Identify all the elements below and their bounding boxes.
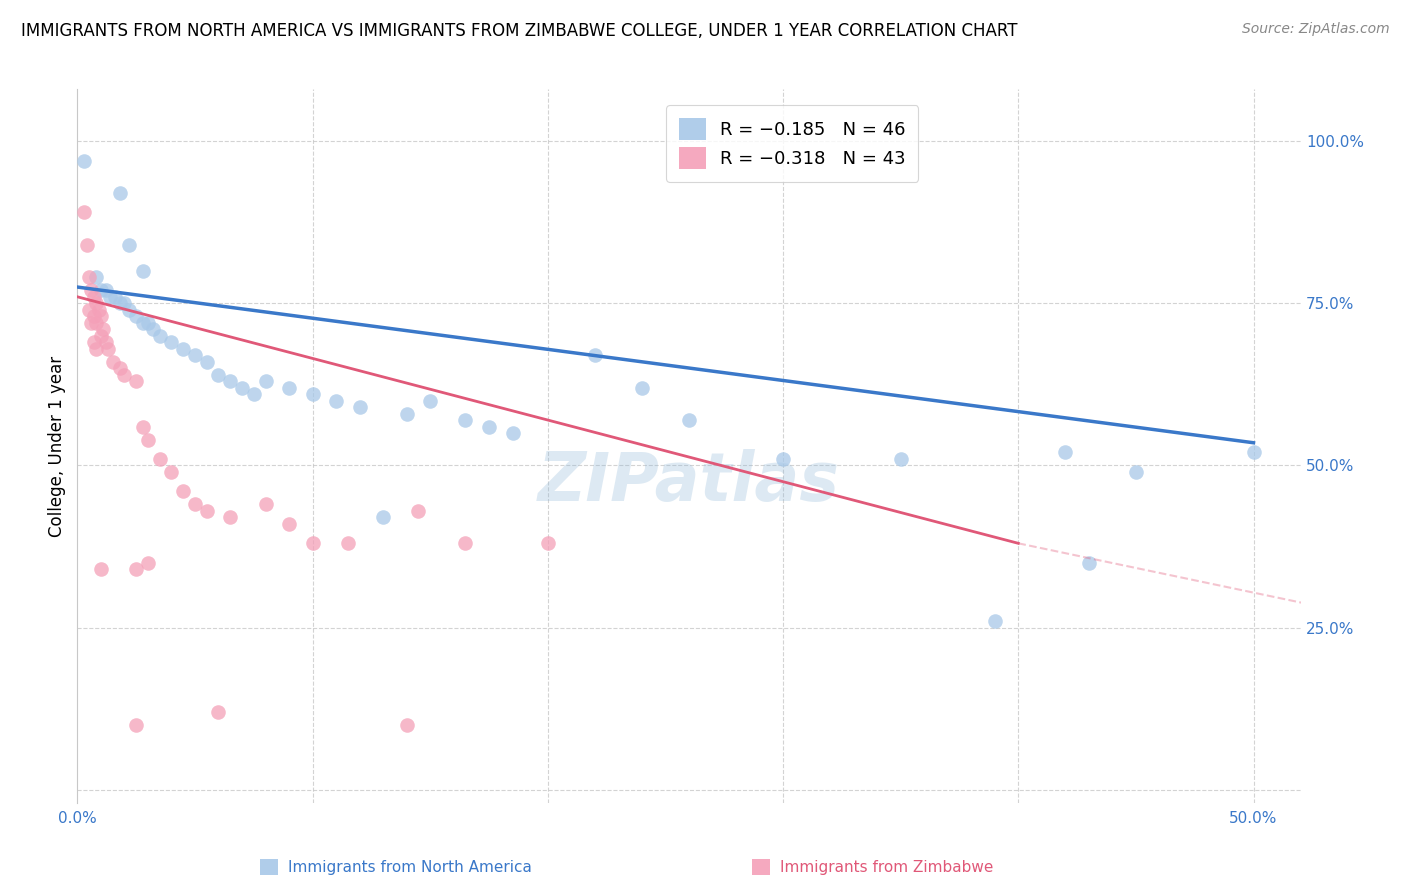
- Point: [631, 381, 654, 395]
- Point: [125, 718, 148, 732]
- Y-axis label: College, Under 1 year: College, Under 1 year: [48, 355, 66, 537]
- Point: [101, 354, 124, 368]
- Point: [76, 238, 98, 252]
- Point: [90, 562, 112, 576]
- Point: [395, 718, 418, 732]
- Point: [219, 510, 242, 524]
- Point: [301, 387, 323, 401]
- Text: Source: ZipAtlas.com: Source: ZipAtlas.com: [1241, 22, 1389, 37]
- Point: [98, 290, 121, 304]
- Point: [132, 316, 155, 330]
- Point: [172, 484, 194, 499]
- Point: [77, 270, 100, 285]
- Point: [80, 316, 103, 330]
- Point: [184, 348, 207, 362]
- Point: [984, 614, 1007, 628]
- Point: [395, 407, 418, 421]
- Point: [132, 419, 155, 434]
- Point: [80, 283, 103, 297]
- Text: IMMIGRANTS FROM NORTH AMERICA VS IMMIGRANTS FROM ZIMBABWE COLLEGE, UNDER 1 YEAR : IMMIGRANTS FROM NORTH AMERICA VS IMMIGRA…: [21, 22, 1018, 40]
- Point: [278, 516, 301, 531]
- Text: ZIPatlas: ZIPatlas: [538, 449, 839, 515]
- Text: Immigrants from Zimbabwe: Immigrants from Zimbabwe: [780, 860, 994, 874]
- Point: [419, 393, 441, 408]
- Point: [136, 556, 159, 570]
- Point: [132, 264, 155, 278]
- Point: [278, 381, 301, 395]
- Point: [142, 322, 165, 336]
- Point: [94, 283, 117, 297]
- Point: [219, 374, 242, 388]
- Point: [83, 290, 105, 304]
- Point: [1125, 465, 1147, 479]
- Point: [90, 283, 112, 297]
- Point: [336, 536, 359, 550]
- Point: [160, 335, 183, 350]
- Point: [583, 348, 606, 362]
- Point: [478, 419, 501, 434]
- Point: [94, 335, 117, 350]
- Point: [136, 316, 159, 330]
- Point: [73, 153, 96, 168]
- Point: [90, 328, 112, 343]
- Point: [1054, 445, 1077, 459]
- Point: [149, 452, 172, 467]
- Point: [136, 433, 159, 447]
- Point: [104, 290, 127, 304]
- Legend: R = −0.185   N = 46, R = −0.318   N = 43: R = −0.185 N = 46, R = −0.318 N = 43: [666, 105, 918, 182]
- Point: [1077, 556, 1099, 570]
- Text: Immigrants from North America: Immigrants from North America: [288, 860, 531, 874]
- Point: [772, 452, 794, 467]
- Point: [325, 393, 347, 408]
- Point: [371, 510, 394, 524]
- Point: [118, 238, 141, 252]
- Point: [84, 270, 107, 285]
- Point: [77, 302, 100, 317]
- Point: [195, 504, 218, 518]
- Point: [125, 374, 148, 388]
- Point: [90, 310, 112, 324]
- Point: [84, 316, 107, 330]
- Point: [172, 342, 194, 356]
- Point: [301, 536, 323, 550]
- Point: [454, 413, 477, 427]
- Point: [231, 381, 253, 395]
- Point: [108, 361, 131, 376]
- Point: [207, 368, 229, 382]
- Point: [125, 310, 148, 324]
- Point: [207, 705, 229, 719]
- Point: [349, 400, 371, 414]
- Point: [454, 536, 477, 550]
- Point: [112, 296, 135, 310]
- Point: [73, 205, 96, 219]
- Point: [118, 302, 141, 317]
- Point: [890, 452, 912, 467]
- Point: [254, 497, 277, 511]
- Point: [408, 504, 430, 518]
- Point: [91, 322, 114, 336]
- Point: [112, 368, 135, 382]
- Point: [184, 497, 207, 511]
- Point: [83, 310, 105, 324]
- Point: [97, 342, 120, 356]
- Point: [242, 387, 264, 401]
- Point: [149, 328, 172, 343]
- Point: [83, 335, 105, 350]
- Point: [84, 342, 107, 356]
- Point: [1243, 445, 1265, 459]
- Point: [678, 413, 700, 427]
- Point: [537, 536, 560, 550]
- Point: [108, 186, 131, 200]
- Point: [254, 374, 277, 388]
- Point: [125, 562, 148, 576]
- Point: [87, 302, 110, 317]
- Point: [84, 296, 107, 310]
- Point: [502, 425, 524, 440]
- Point: [195, 354, 218, 368]
- Point: [160, 465, 183, 479]
- Point: [108, 296, 131, 310]
